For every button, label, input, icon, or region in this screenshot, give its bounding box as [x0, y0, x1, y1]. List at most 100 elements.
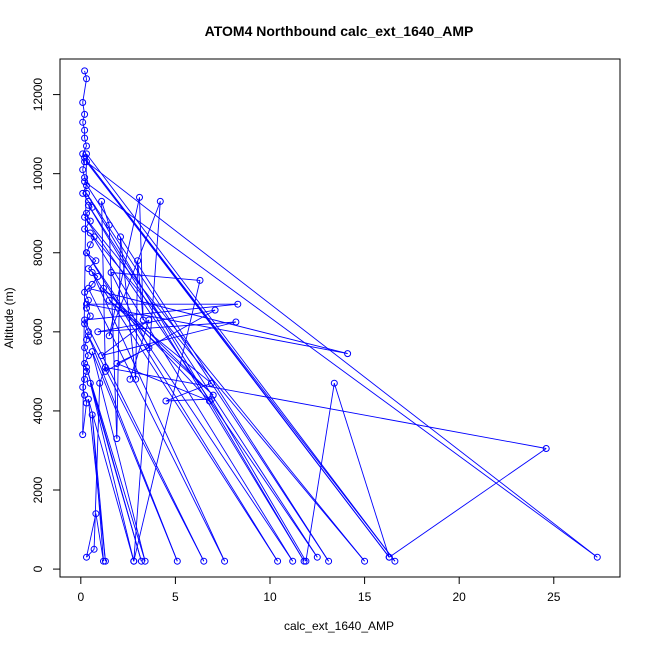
- data-point: [196, 276, 204, 284]
- series-segment: [89, 383, 135, 562]
- series-segment: [89, 232, 294, 562]
- series-segment: [84, 319, 205, 562]
- series-segment: [84, 323, 89, 332]
- data-point: [86, 241, 94, 249]
- data-point: [330, 379, 338, 387]
- series-segment: [108, 299, 214, 396]
- data-point: [83, 209, 90, 217]
- series-segment: [84, 181, 329, 562]
- series-segment: [101, 321, 237, 357]
- series-segment: [86, 513, 97, 558]
- chart-title: ATOM4 Northbound calc_ext_1640_AMP: [205, 23, 474, 39]
- series-points: [79, 67, 601, 565]
- series-segment: [133, 280, 201, 562]
- data-point: [86, 217, 94, 225]
- series-segment: [86, 303, 348, 355]
- data-point: [83, 304, 90, 312]
- data-point: [83, 367, 90, 375]
- data-point: [113, 435, 121, 443]
- data-point: [137, 557, 145, 565]
- series-segment: [91, 351, 178, 562]
- x-axis: 0 5 10 15 20 25: [77, 576, 561, 604]
- series-segment: [91, 276, 99, 285]
- data-point: [83, 189, 90, 197]
- data-point: [79, 118, 87, 126]
- series-segment: [86, 548, 95, 558]
- series-segment: [84, 371, 87, 380]
- series-segment: [86, 206, 93, 214]
- series-segment: [97, 321, 236, 333]
- x-tick-label: 0: [77, 590, 84, 604]
- data-point: [81, 178, 89, 186]
- data-point: [136, 193, 143, 201]
- data-point: [79, 383, 87, 391]
- series-segment: [211, 398, 307, 562]
- series-segment: [91, 414, 104, 562]
- data-point: [86, 379, 94, 387]
- data-point: [113, 360, 121, 367]
- data-point: [145, 344, 153, 352]
- data-point: [83, 182, 90, 189]
- series-segment: [105, 366, 547, 449]
- series-segment: [93, 383, 101, 550]
- data-point: [81, 154, 89, 162]
- data-point: [232, 318, 240, 326]
- data-point: [83, 249, 90, 257]
- data-point: [90, 233, 98, 241]
- series-segment: [82, 169, 86, 178]
- series-segment: [333, 383, 390, 558]
- series-segment: [116, 236, 121, 439]
- series-segment: [84, 292, 89, 301]
- series-segment: [388, 448, 547, 558]
- data-point: [79, 431, 87, 439]
- data-point: [81, 158, 89, 166]
- data-point: [81, 391, 89, 399]
- series-segment: [82, 102, 86, 115]
- data-point: [92, 257, 100, 265]
- data-point: [84, 395, 92, 403]
- x-tick-label: 15: [358, 590, 372, 604]
- series-segment: [137, 260, 144, 321]
- y-tick-label: 10000: [31, 157, 45, 191]
- data-point: [83, 553, 90, 561]
- data-point: [162, 397, 170, 405]
- data-point: [81, 174, 89, 182]
- series-segment: [116, 363, 210, 402]
- series-segment: [165, 398, 212, 402]
- data-point: [79, 166, 87, 174]
- data-point: [141, 557, 149, 565]
- data-point: [79, 189, 87, 197]
- data-point: [81, 288, 89, 296]
- data-point: [94, 328, 102, 336]
- data-point: [83, 399, 90, 407]
- series-segment: [101, 319, 150, 356]
- data-point: [200, 557, 208, 565]
- data-point: [325, 557, 333, 565]
- data-point: [83, 300, 90, 308]
- data-point: [105, 332, 113, 340]
- data-point: [361, 557, 369, 565]
- data-point: [83, 336, 90, 344]
- data-point: [107, 269, 115, 276]
- x-tick-label: 10: [263, 590, 277, 604]
- data-point: [81, 134, 89, 142]
- data-point: [81, 375, 89, 383]
- series-segment: [89, 232, 365, 562]
- series-lines: [82, 70, 598, 562]
- data-point: [98, 352, 106, 360]
- data-point: [84, 284, 92, 292]
- series-segment: [82, 114, 86, 123]
- series-segment: [86, 161, 598, 558]
- data-point: [100, 284, 107, 292]
- y-tick-label: 8000: [31, 239, 45, 266]
- data-point: [86, 312, 94, 320]
- data-point: [593, 553, 601, 561]
- data-point: [274, 557, 282, 565]
- plot-frame: [59, 58, 621, 578]
- series-segment: [95, 513, 104, 562]
- data-point: [81, 360, 89, 367]
- data-point: [209, 391, 217, 399]
- series-segment: [88, 205, 318, 558]
- series-segment: [84, 137, 87, 147]
- series-segment: [84, 70, 87, 79]
